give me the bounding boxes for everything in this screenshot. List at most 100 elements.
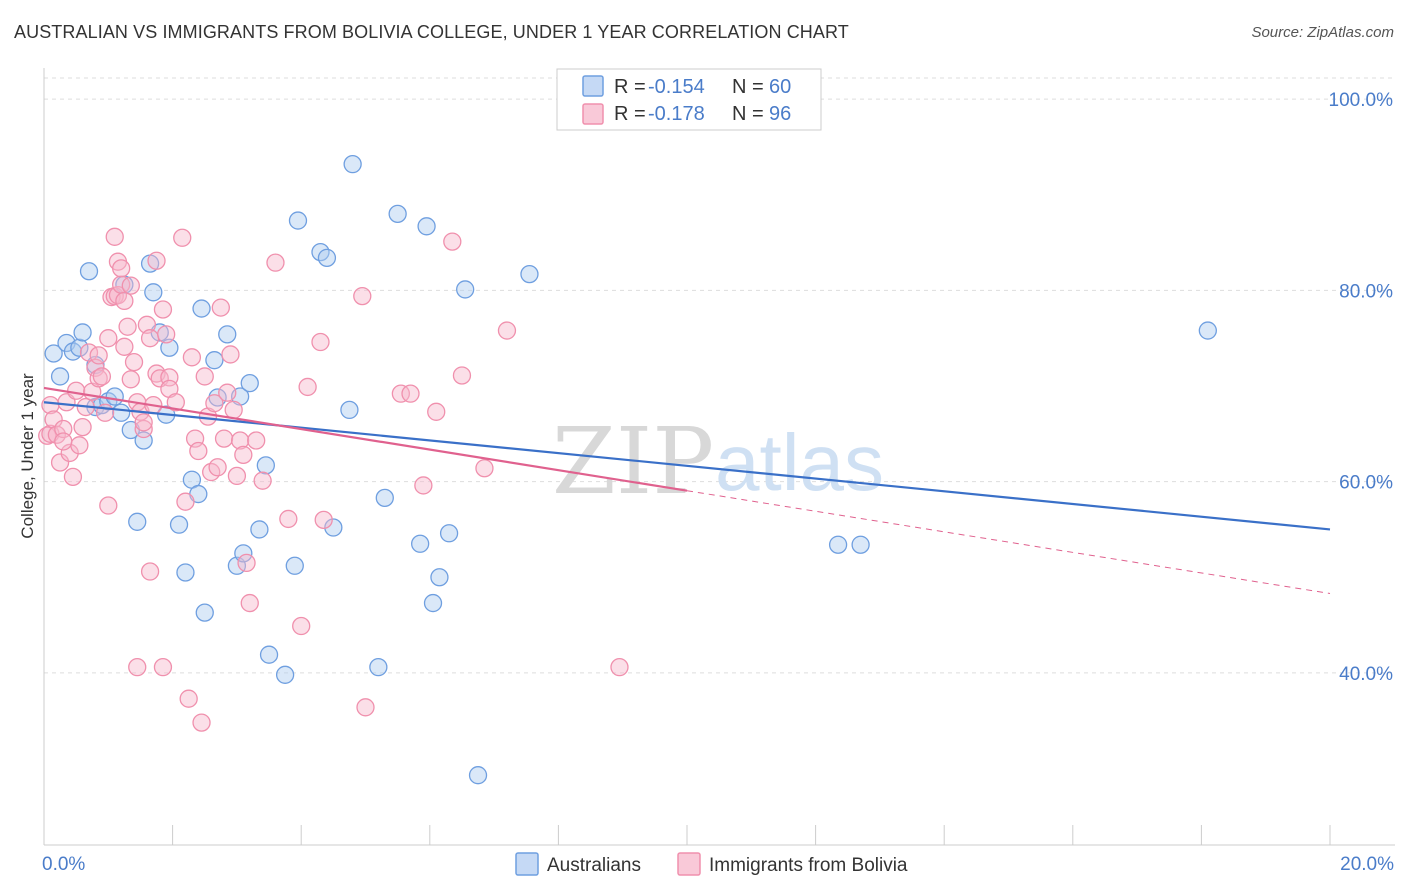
data-point (356, 698, 375, 717)
data-point (179, 689, 198, 708)
data-point (234, 544, 253, 563)
data-point (189, 441, 208, 461)
data-point (112, 403, 131, 422)
data-point (73, 417, 92, 437)
data-point (105, 227, 124, 246)
data-point (324, 518, 343, 537)
data-point (192, 299, 211, 318)
data-point (112, 259, 131, 278)
data-point (44, 410, 63, 429)
data-point (240, 593, 259, 613)
data-point (70, 436, 89, 455)
y-tick-label: 80.0% (1339, 281, 1393, 302)
data-point (99, 329, 118, 348)
stats-legend: R = -0.154 N = 60 R = -0.178 N = 96 (556, 68, 822, 131)
data-point (610, 657, 629, 677)
data-point (279, 509, 298, 529)
data-point (205, 351, 224, 370)
series-legend: Australians Immigrants from Bolivia (515, 852, 908, 876)
data-point (182, 348, 202, 367)
data-point (54, 419, 73, 439)
data-point (176, 563, 195, 582)
x-tick-labels: 0.0% 20.0% (42, 854, 1394, 875)
data-point (144, 283, 163, 302)
data-point (443, 232, 462, 251)
data-point (456, 280, 475, 299)
data-point (195, 603, 214, 622)
legend-n-label-2: N = (732, 103, 764, 125)
legend-swatch-bolivia (582, 103, 604, 125)
x-tick-label: 0.0% (42, 854, 85, 875)
data-point (427, 402, 446, 421)
data-point (195, 367, 214, 386)
legend-r-value-2: -0.178 (648, 103, 705, 125)
data-point (218, 383, 237, 402)
data-point (221, 345, 240, 364)
x-tick-label: 20.0% (1340, 854, 1394, 875)
y-tick-label: 60.0% (1339, 473, 1393, 494)
y-tick-labels: 100.0% 80.0% 60.0% 40.0% (1329, 90, 1394, 685)
legend-n-value-1: 60 (769, 76, 791, 98)
bottom-legend-swatch-australians (515, 852, 539, 876)
data-point (353, 286, 372, 306)
data-point (468, 766, 488, 785)
data-point (227, 466, 247, 486)
data-point (340, 400, 359, 420)
bottom-legend-label-bolivia: Immigrants from Bolivia (709, 855, 908, 876)
data-point (266, 253, 285, 272)
data-point (134, 419, 153, 439)
data-point (89, 369, 108, 388)
data-point (50, 453, 70, 472)
trend-lines (43, 386, 1331, 594)
data-point (369, 657, 388, 677)
legend-r-value-1: -0.154 (648, 76, 705, 98)
legend-swatch-australians (582, 75, 604, 97)
data-point (298, 377, 317, 397)
data-point (314, 510, 333, 530)
data-point (192, 713, 211, 732)
data-point (208, 458, 227, 477)
data-point (343, 154, 362, 174)
axes (43, 68, 1395, 846)
data-point (391, 384, 411, 403)
data-point (134, 413, 153, 432)
data-point (375, 488, 394, 508)
data-point (401, 384, 420, 403)
data-point (115, 291, 134, 311)
data-point (140, 562, 160, 581)
legend-n-value-2: 96 (769, 103, 791, 125)
data-point (169, 515, 189, 534)
data-point (44, 344, 63, 363)
trend-line-bolivia-extension (686, 490, 1331, 594)
data-point (285, 556, 304, 575)
data-point (218, 325, 237, 344)
data-point (250, 520, 269, 539)
data-point (317, 248, 337, 268)
bottom-legend-swatch-bolivia (677, 852, 701, 876)
data-point (173, 228, 192, 247)
data-point (54, 432, 73, 451)
data-point (160, 338, 179, 357)
data-point (63, 467, 83, 486)
data-point (237, 553, 256, 573)
data-point (851, 535, 870, 554)
data-point (70, 338, 89, 357)
chart-title: AUSTRALIAN VS IMMIGRANTS FROM BOLIVIA CO… (14, 22, 849, 42)
data-point (153, 300, 173, 319)
data-point (475, 459, 494, 478)
data-point (452, 366, 472, 385)
legend-n-label-1: N = (732, 76, 764, 98)
data-point (292, 616, 311, 636)
data-point (38, 426, 57, 445)
data-point (205, 394, 224, 413)
data-point (153, 657, 173, 677)
data-point (417, 217, 436, 236)
y-tick-label: 40.0% (1339, 664, 1393, 685)
legend-r-label-2: R = (614, 103, 646, 125)
data-point (439, 524, 459, 543)
trend-line-bolivia (43, 386, 688, 492)
data-point (388, 204, 407, 224)
data-point (230, 431, 250, 450)
data-point (256, 456, 275, 475)
